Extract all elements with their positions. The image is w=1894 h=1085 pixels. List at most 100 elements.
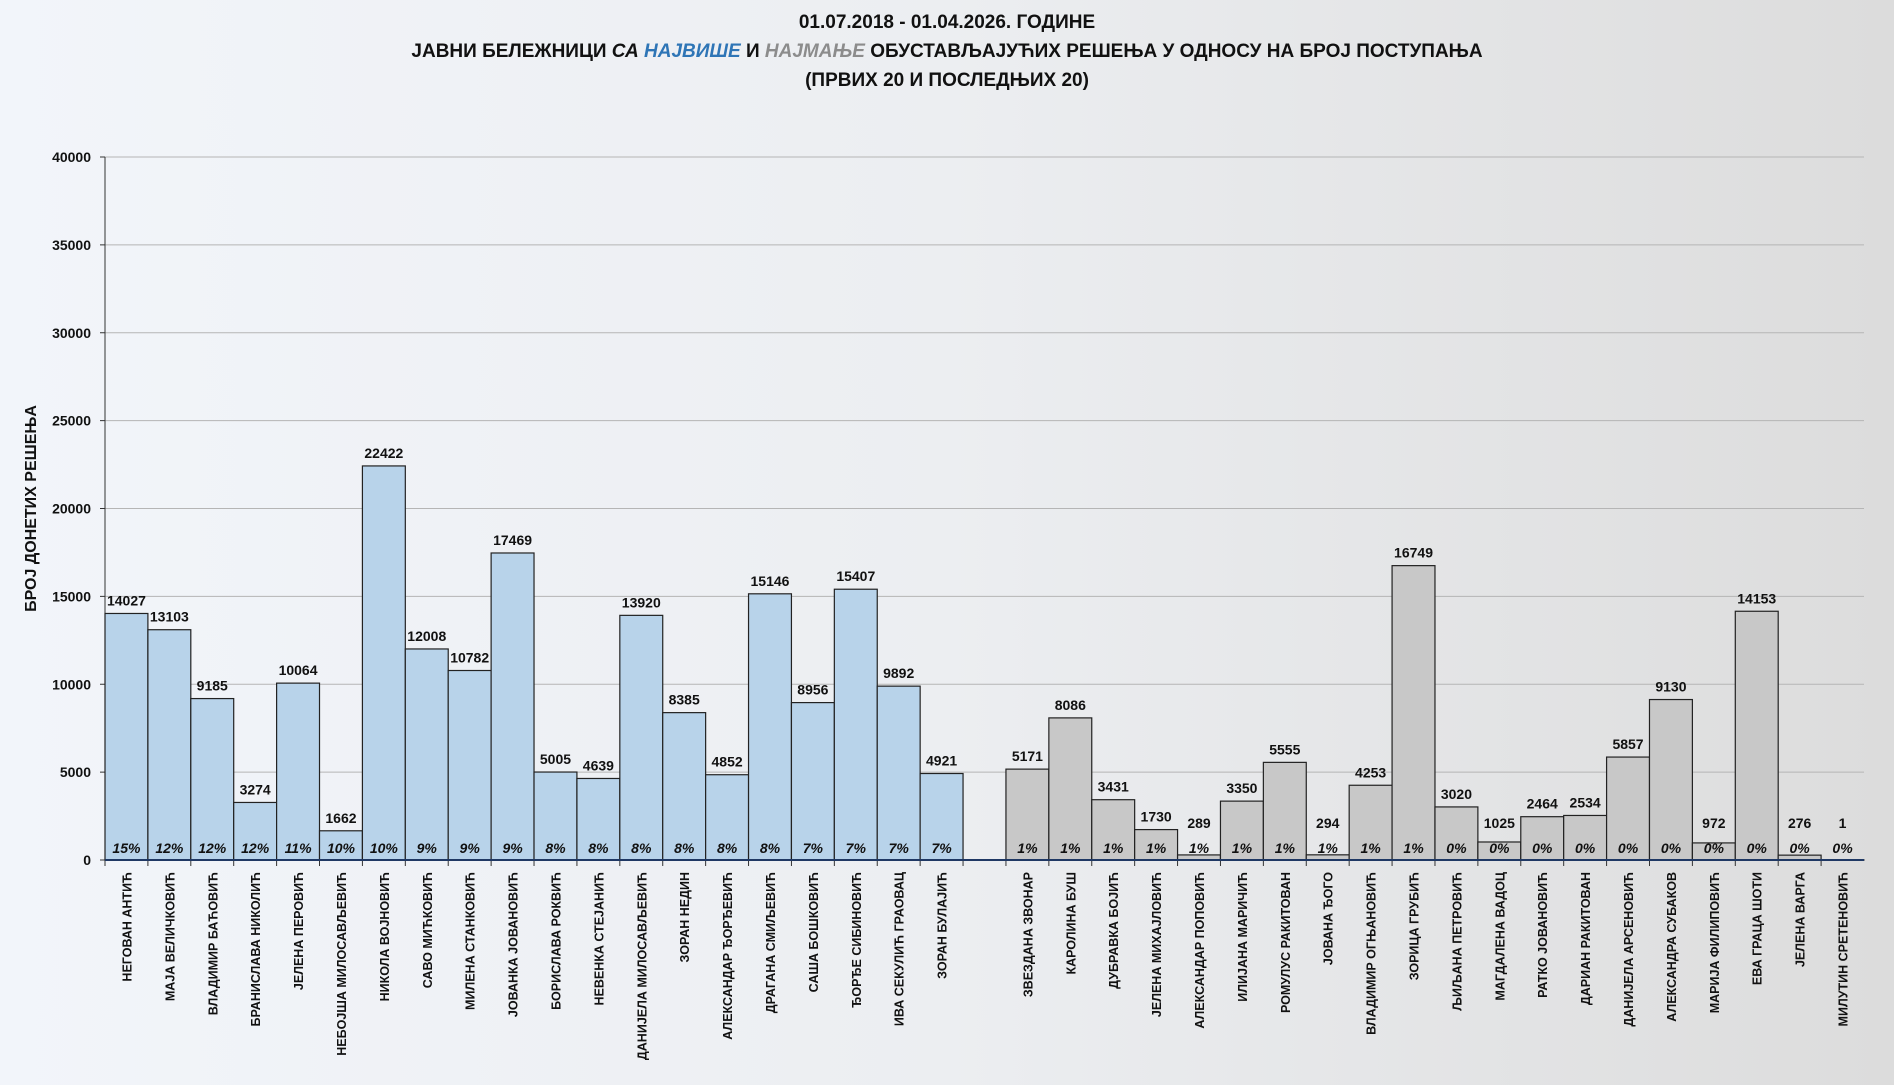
bar — [919, 772, 964, 861]
title-least: НАЈМАЊЕ — [764, 41, 865, 62]
x-tick-label: НИКОЛА ВОЈНОВИЋ — [378, 872, 392, 1001]
bar — [662, 712, 707, 861]
bar-value-label: 5005 — [540, 751, 571, 767]
bar — [1005, 768, 1050, 861]
bar-value-label: 13103 — [150, 609, 189, 625]
bar — [490, 552, 535, 861]
bar-percent-label: 1% — [1275, 840, 1296, 856]
bar-percent-label: 1% — [1403, 840, 1424, 856]
x-tick-label: ЉИЉАНА ПЕТРОВИЋ — [1450, 872, 1464, 1011]
x-tick-label: МИЛЕНА СТАНКОВИЋ — [464, 872, 478, 1010]
bar-percent-label: 1% — [1146, 840, 1167, 856]
bar — [190, 697, 235, 861]
bar-percent-label: 1% — [1318, 840, 1339, 856]
x-tick-label: ДРАГАНА СМИЉЕВИЋ — [764, 872, 778, 1013]
y-tick-label: 5000 — [60, 764, 91, 780]
bar-percent-label: 7% — [846, 840, 867, 856]
bar-percent-label: 7% — [889, 840, 910, 856]
x-tick-label: ЗОРИЦА ГРУБИЋ — [1408, 872, 1422, 980]
x-tick-label: НЕБОЈША МИЛОСАВЉЕВИЋ — [335, 872, 349, 1056]
bar-value-label: 13920 — [622, 594, 661, 610]
bar-percent-label: 8% — [717, 840, 738, 856]
bar — [1520, 816, 1565, 861]
bar — [1434, 806, 1479, 861]
bar-percent-label: 1% — [1103, 840, 1124, 856]
bar-percent-label: 1% — [1232, 840, 1253, 856]
bar-percent-label: 12% — [198, 840, 227, 856]
bar-percent-label: 15% — [112, 840, 141, 856]
bar — [833, 588, 878, 861]
bar-percent-label: 8% — [588, 840, 609, 856]
x-tick-label: ВЛАДИМИР ОГЊАНОВИЋ — [1365, 872, 1379, 1035]
bar-percent-label: 8% — [545, 840, 566, 856]
bar-percent-label: 0% — [1489, 840, 1510, 856]
bar-value-label: 294 — [1316, 815, 1340, 831]
bar-value-label: 4639 — [583, 757, 614, 773]
bar — [533, 771, 578, 861]
bar-percent-label: 12% — [241, 840, 270, 856]
bar — [1262, 761, 1307, 861]
bar-percent-label: 10% — [327, 840, 356, 856]
bar-value-label: 14027 — [107, 592, 146, 608]
bar — [576, 777, 621, 861]
x-tick-label: ДАНИЈЕЛА МИЛОСАВЉЕВИЋ — [635, 872, 649, 1060]
x-tick-label: РОМУЛУС РАКИТОВАН — [1279, 872, 1293, 1013]
x-tick-label: БОРИСЛАВА РОКВИЋ — [549, 872, 563, 1010]
bar-value-label: 1662 — [325, 810, 356, 826]
bar — [447, 669, 492, 861]
bar-value-label: 972 — [1702, 815, 1726, 831]
x-tick-label: НЕГОВАН АНТИЋ — [120, 872, 134, 982]
bar-percent-label: 1% — [1361, 840, 1382, 856]
x-tick-label: ИВА СЕКУЛИЋ ГРАОВАЦ — [893, 871, 907, 1026]
bar-percent-label: 7% — [803, 840, 824, 856]
bar-value-label: 8385 — [669, 692, 700, 708]
title-part: ЈАВНИ БЕЛЕЖНИЦИ — [411, 41, 612, 62]
bar-percent-label: 9% — [417, 840, 438, 856]
title-part: И — [740, 41, 765, 62]
x-tick-label: ЂОРЂЕ СИБИНОВИЋ — [850, 872, 864, 1008]
bar — [1348, 784, 1393, 861]
bar-percent-label: 8% — [760, 840, 781, 856]
x-tick-label: ДАРИАН РАКИТОВАН — [1579, 872, 1593, 1005]
y-tick-label: 35000 — [52, 237, 91, 253]
bar-value-label: 22422 — [364, 445, 403, 461]
bar-value-label: 1 — [1839, 815, 1847, 831]
x-tick-label: КАРОЛИНА БУШ — [1064, 872, 1078, 975]
x-tick-label: МИЛУТИН СРЕТЕНОВИЋ — [1837, 872, 1851, 1026]
bar-value-label: 2534 — [1570, 794, 1601, 810]
bar-percent-label: 9% — [460, 840, 481, 856]
bar — [1563, 814, 1608, 861]
y-axis-label: БРОЈ ДОНЕТИХ РЕШЕЊА — [23, 405, 40, 612]
bar-value-label: 15407 — [836, 568, 875, 584]
bar-value-label: 4253 — [1355, 764, 1386, 780]
title-part: СА — [611, 41, 645, 62]
bar-percent-label: 0% — [1790, 840, 1811, 856]
y-tick-label: 15000 — [52, 588, 91, 604]
x-tick-label: НЕВЕНКА СТЕЈАНИЋ — [592, 872, 606, 1006]
bar-percent-label: 0% — [1661, 840, 1682, 856]
x-tick-label: САША БОШКОВИЋ — [807, 872, 821, 992]
x-tick-label: САВО МИЋКОВИЋ — [421, 872, 435, 988]
bar-value-label: 3020 — [1441, 786, 1472, 802]
x-tick-label: БРАНИСЛАВА НИКОЛИЋ — [249, 872, 263, 1026]
bar-percent-label: 9% — [502, 840, 523, 856]
bar-percent-label: 1% — [1189, 840, 1210, 856]
bar-value-label: 4921 — [926, 753, 957, 769]
x-tick-label: ЈЕЛЕНА ПЕРОВИЋ — [292, 872, 306, 990]
bar-value-label: 289 — [1187, 815, 1211, 831]
bar-value-label: 5555 — [1269, 741, 1300, 757]
bar-percent-label: 1% — [1060, 840, 1081, 856]
bar-value-label: 9130 — [1655, 679, 1686, 695]
bar-percent-label: 8% — [631, 840, 652, 856]
x-tick-label: МАГДАЛЕНА ВАДОЦ — [1493, 871, 1507, 1000]
bar — [361, 465, 406, 861]
bar-value-label: 10064 — [279, 662, 318, 678]
x-tick-label: АЛЕКСАНДРА СУБАКОВ — [1665, 872, 1679, 1022]
x-tick-label: ЗОРАН БУЛАЈИЋ — [936, 872, 950, 979]
bar-value-label: 9892 — [883, 665, 914, 681]
x-tick-label: ДУБРАВКА БОЈИЋ — [1107, 872, 1121, 989]
bar-value-label: 12008 — [407, 628, 446, 644]
bar-percent-label: 8% — [674, 840, 695, 856]
x-tick-label: ВЛАДИМИР БАЋОВИЋ — [206, 872, 220, 1015]
